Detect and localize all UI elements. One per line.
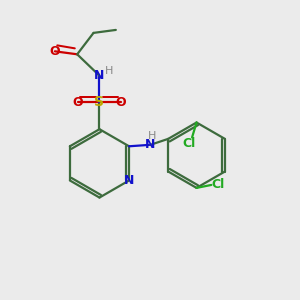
Text: Cl: Cl (211, 178, 225, 191)
Text: H: H (105, 66, 113, 76)
Text: O: O (116, 96, 126, 109)
Text: O: O (50, 45, 60, 58)
Text: N: N (145, 138, 156, 151)
Text: N: N (94, 69, 105, 82)
Text: H: H (148, 131, 156, 142)
Text: Cl: Cl (182, 137, 196, 150)
Text: O: O (73, 96, 83, 109)
Text: N: N (124, 174, 134, 187)
Text: S: S (94, 95, 104, 110)
